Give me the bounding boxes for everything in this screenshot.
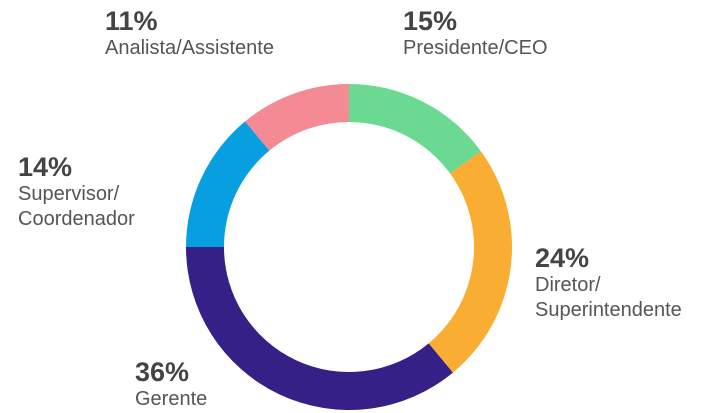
category-label: Gerente	[135, 388, 208, 410]
donut-segment	[428, 151, 512, 373]
donut-segment	[349, 84, 481, 174]
donut-segment	[186, 121, 270, 247]
segment-label: 11% Analista/Assistente	[105, 6, 274, 61]
category-label: Supervisor/ Coordenador	[18, 183, 135, 230]
donut-segment	[245, 84, 349, 151]
category-label: Diretor/ Superintendente	[535, 274, 682, 321]
segment-label: 15% Presidente/CEO	[403, 6, 548, 61]
value-label: 24%	[535, 243, 590, 273]
value-label: 36%	[135, 357, 190, 387]
donut-segment	[186, 247, 453, 410]
segment-label: 24% Diretor/ Superintendente	[535, 243, 682, 323]
value-label: 11%	[105, 6, 158, 36]
value-label: 15%	[403, 6, 458, 36]
segment-label: 36% Gerente	[135, 357, 207, 412]
segment-label: 14% Supervisor/ Coordenador	[18, 152, 135, 232]
category-label: Analista/Assistente	[105, 37, 274, 59]
category-label: Presidente/CEO	[403, 37, 548, 59]
value-label: 14%	[18, 152, 73, 182]
